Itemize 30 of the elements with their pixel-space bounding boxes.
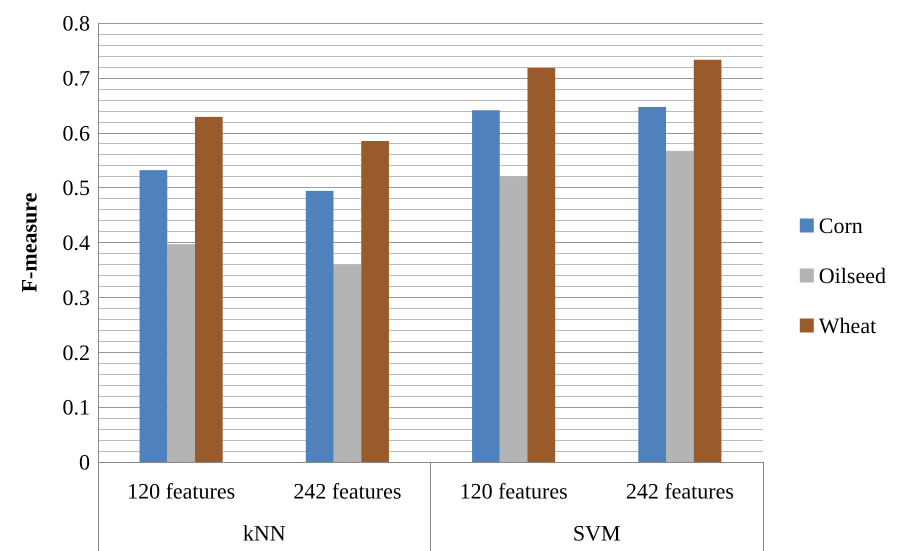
bar (306, 190, 334, 462)
y-tick-label: 0.3 (62, 284, 90, 310)
x-tick-label: 120 features (127, 478, 236, 504)
legend-label: Wheat (818, 313, 876, 338)
x-tick-label: 120 features (460, 478, 568, 504)
y-tick-label: 0.7 (62, 65, 90, 90)
bar (638, 106, 666, 462)
y-axis-title: F-measure (16, 192, 42, 292)
y-tick-label: 0.2 (62, 340, 90, 365)
bar (500, 176, 528, 462)
y-tick-label: 0.4 (62, 230, 90, 255)
legend-label: Oilseed (818, 263, 886, 288)
y-tick-label: 0.6 (62, 120, 90, 146)
bar (140, 170, 168, 462)
y-tick-label: 0.1 (62, 394, 90, 420)
bar (666, 150, 694, 462)
bar (472, 110, 500, 462)
y-tick-label: 0.5 (62, 175, 90, 200)
x-tick-label: 242 features (293, 478, 402, 504)
bar (194, 116, 223, 462)
bar (527, 68, 556, 462)
legend-label: Corn (818, 213, 863, 238)
text: SVM (572, 520, 621, 546)
y-tick-label: 0 (79, 450, 90, 474)
y-tick-label: 0.8 (62, 10, 90, 36)
bar (361, 140, 389, 462)
text: kNN (242, 520, 286, 546)
bar (167, 244, 195, 462)
x-tick-label: 242 features (626, 478, 734, 504)
bar (694, 60, 722, 462)
